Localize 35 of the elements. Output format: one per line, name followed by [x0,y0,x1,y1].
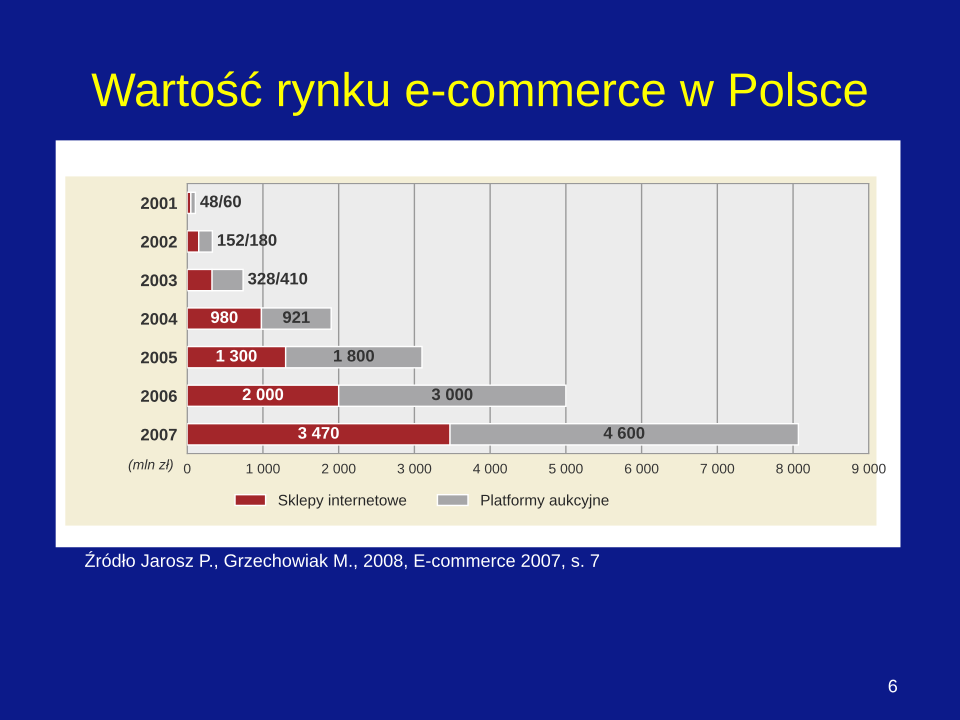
x-tick-label: 0 [184,464,191,474]
data-label: 1 800 [334,350,374,362]
y-tick-label: 2003 [140,274,177,286]
x-tick-label: 7 000 [700,464,734,474]
y-tick-label: 2002 [140,236,177,248]
data-label: 328/410 [248,272,308,285]
x-tick-label: 9 000 [852,464,886,474]
y-tick-label: 2001 [140,197,178,210]
x-tick-label: 5 000 [549,464,583,474]
data-label: 4 600 [604,426,644,439]
bar [190,192,196,214]
x-axis-title: (mln zł) [128,459,173,472]
y-tick-label: 2005 [140,352,178,364]
y-tick-label: 2004 [140,313,178,325]
y-tick-label: 2006 [140,390,177,402]
data-label: 3 470 [298,426,339,439]
x-tick-label: 2 000 [322,464,356,474]
legend-label: Sklepy internetowe [278,494,406,509]
data-label: 921 [282,311,310,324]
chart-title: Wartość rynku e-commerce w Polsce [91,71,867,116]
x-tick-label: 6 000 [624,464,658,474]
data-label: 152/180 [218,234,276,246]
text: Źródło Jarosz P., Grzechowiak M., 2008, E-commerce 2007, s. 7 [85,551,600,570]
data-label: 48/60 [200,195,241,208]
y-tick-label: 2007 [140,428,177,441]
legend-label: Platformy aukcyjne [481,494,609,509]
data-label: 1 300 [216,350,257,362]
x-tick-label: 8 000 [776,464,810,474]
x-tick-label: 1 000 [246,464,280,474]
data-label: 980 [210,311,238,324]
x-tick-label: 3 000 [398,464,432,474]
data-label: 2 000 [242,388,284,400]
data-label: 3 000 [432,388,472,400]
text: 6 [888,680,898,692]
x-tick-label: 4 000 [473,464,507,474]
